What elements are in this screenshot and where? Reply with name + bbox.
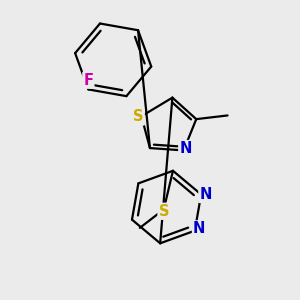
Text: F: F [83, 73, 93, 88]
Text: N: N [179, 141, 192, 156]
Text: S: S [133, 110, 144, 124]
Text: N: N [193, 221, 206, 236]
Text: N: N [200, 187, 212, 202]
Text: S: S [158, 204, 169, 219]
